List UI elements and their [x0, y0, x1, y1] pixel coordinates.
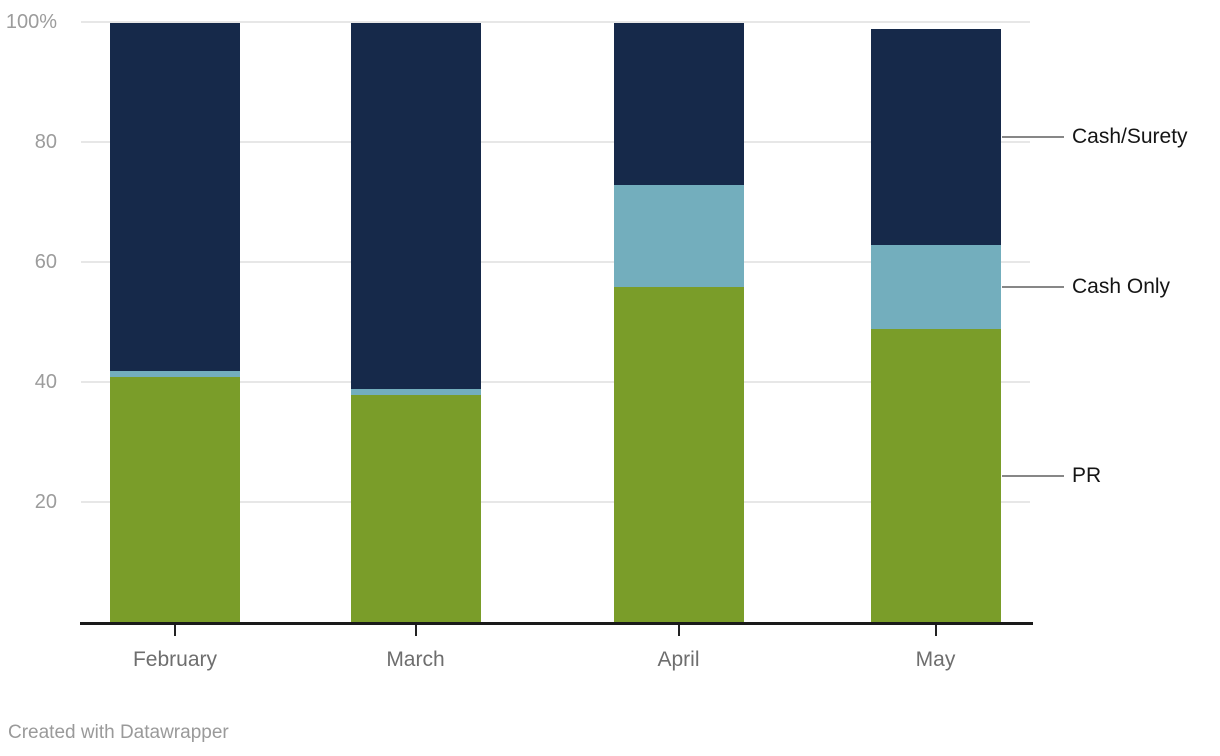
gridline-60: [81, 261, 1030, 263]
series-label-cash-only: Cash Only: [1072, 275, 1171, 298]
x-axis-label-march: March: [386, 648, 445, 671]
bar-segment-february-cash-surety[interactable]: [110, 23, 240, 371]
bar-segment-april-pr[interactable]: [613, 287, 744, 623]
label-connector-cash-surety: [1002, 136, 1064, 138]
gridline-80: [81, 141, 1030, 143]
series-label-pr: PR: [1072, 464, 1102, 487]
bar-segment-march-cash-only[interactable]: [350, 389, 481, 395]
series-label-cash-surety: Cash/Surety: [1072, 125, 1188, 148]
bar-segment-february-pr[interactable]: [110, 377, 240, 623]
y-axis-tick-label: 100%: [5, 11, 57, 33]
bar-segment-may-pr[interactable]: [870, 329, 1001, 623]
gridline-40: [81, 381, 1030, 383]
datawrapper-credit: Created with Datawrapper: [8, 722, 229, 743]
x-axis-tick: [174, 625, 176, 636]
x-axis-tick: [677, 625, 680, 636]
x-axis-tick: [934, 625, 937, 636]
gridline-100: [81, 21, 1030, 23]
bar-segment-may-cash-surety[interactable]: [870, 29, 1001, 245]
bar-segment-march-cash-surety[interactable]: [350, 23, 481, 389]
bar-segment-april-cash-surety[interactable]: [613, 23, 744, 185]
bar-segment-april-cash-only[interactable]: [613, 185, 744, 287]
y-axis-tick-label: 80: [34, 131, 57, 153]
y-axis-tick-label: 60: [34, 251, 57, 273]
gridline-20: [81, 501, 1030, 503]
x-axis-label-may: May: [915, 648, 956, 671]
label-connector-pr: [1002, 475, 1064, 477]
x-axis-line: [80, 622, 1033, 625]
x-axis-label-february: February: [132, 648, 218, 671]
bar-segment-may-cash-only[interactable]: [870, 245, 1001, 329]
y-axis-tick-label: 20: [34, 491, 57, 513]
x-axis-label-april: April: [657, 648, 700, 671]
label-connector-cash-only: [1002, 286, 1064, 288]
x-axis-tick: [414, 625, 417, 636]
plot-area: 100% 80 60 40 20 February March April May PR Cash …: [5, 11, 1188, 671]
y-axis-tick-label: 40: [34, 371, 57, 393]
bar-segment-february-cash-only[interactable]: [110, 371, 240, 377]
bar-segment-march-pr[interactable]: [350, 395, 481, 623]
